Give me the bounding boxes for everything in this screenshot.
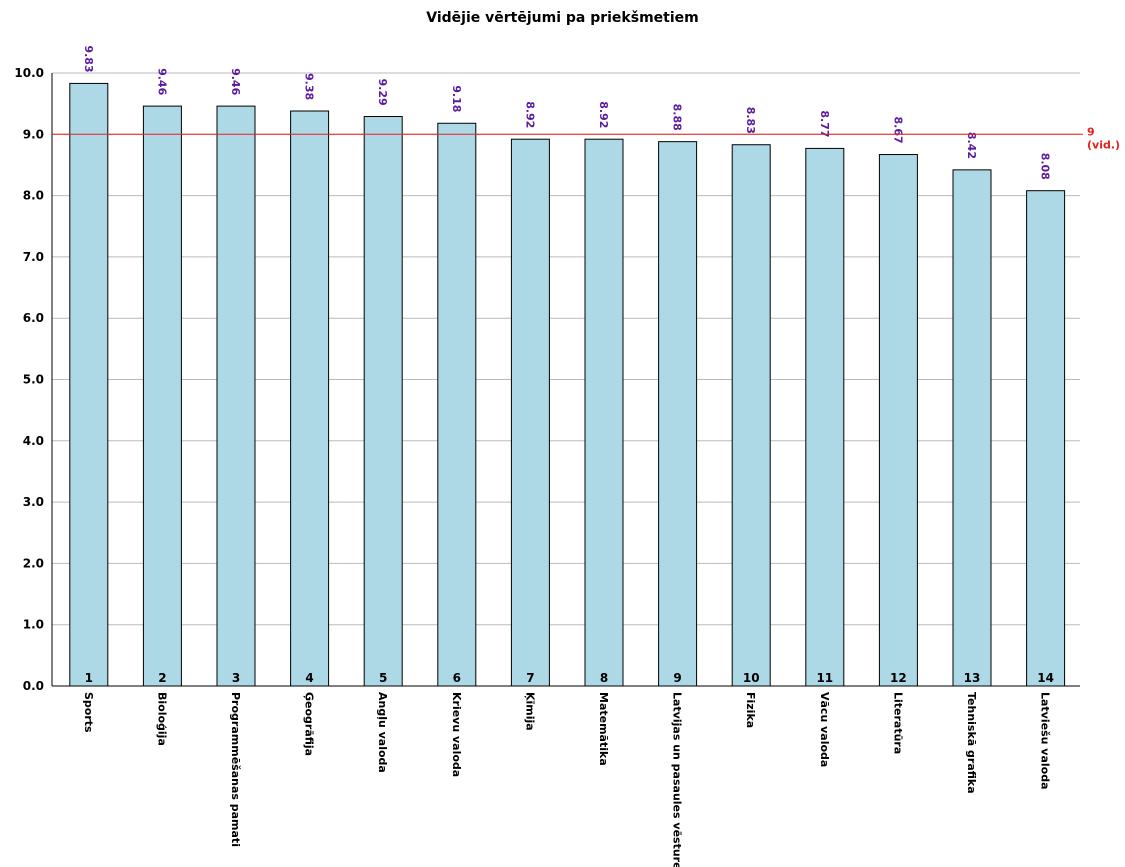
- bar-number: 9: [673, 671, 681, 685]
- bar: [805, 147, 845, 687]
- category-label: Tehniskā grafika: [965, 692, 978, 794]
- category-label: Matemātika: [597, 692, 610, 766]
- value-label: 8.77: [818, 110, 831, 137]
- bar-number: 12: [890, 671, 907, 685]
- category-label: Ģeogrāfija: [303, 692, 316, 756]
- y-tick-label: 4.0: [23, 434, 44, 448]
- y-tick-label: 9.0: [23, 127, 44, 141]
- y-tick-label: 0.0: [23, 679, 44, 693]
- y-tick-label: 1.0: [23, 618, 44, 632]
- y-tick-label: 6.0: [23, 311, 44, 325]
- category-label: Latvijas un pasaules vēsture: [671, 692, 684, 867]
- bar-number: 3: [232, 671, 240, 685]
- bar-number: 2: [158, 671, 166, 685]
- value-label: 9.38: [303, 73, 316, 100]
- bar: [510, 138, 550, 687]
- bar-number: 6: [453, 671, 461, 685]
- value-label: 8.88: [671, 104, 684, 131]
- value-label: 9.46: [229, 68, 242, 95]
- category-label: Programmēšanas pamati: [229, 692, 242, 847]
- y-tick-label: 7.0: [23, 250, 44, 264]
- bar: [437, 122, 477, 687]
- value-label: 9.29: [376, 79, 389, 106]
- y-tick-label: 2.0: [23, 556, 44, 570]
- value-label: 8.08: [1039, 153, 1052, 180]
- bar-number: 1: [85, 671, 93, 685]
- value-label: 8.67: [891, 117, 904, 144]
- value-label: 9.18: [450, 85, 463, 112]
- category-label: Vācu valoda: [818, 692, 831, 767]
- bar-number: 13: [964, 671, 981, 685]
- category-label: Bioloģija: [155, 692, 168, 746]
- category-label: Fizika: [744, 692, 757, 728]
- bar-number: 8: [600, 671, 608, 685]
- category-label: Latviešu valoda: [1039, 692, 1052, 790]
- value-label: 9.46: [155, 68, 168, 95]
- value-label: 8.42: [965, 132, 978, 159]
- value-label: 8.92: [597, 101, 610, 128]
- value-label: 8.92: [523, 101, 536, 128]
- bar-number: 5: [379, 671, 387, 685]
- chart-title: Vidējie vērtējumi pa priekšmetiem: [426, 10, 699, 26]
- value-label: 8.83: [744, 107, 757, 134]
- bar: [952, 169, 992, 687]
- y-tick-label: 10.0: [14, 66, 44, 80]
- bar: [731, 144, 771, 687]
- y-tick-label: 5.0: [23, 373, 44, 387]
- bar: [363, 116, 403, 687]
- bar: [878, 154, 918, 687]
- bar: [584, 138, 624, 687]
- bar: [1026, 190, 1066, 687]
- category-label: Literatūra: [891, 692, 904, 754]
- category-label: Sports: [82, 692, 95, 733]
- bar: [216, 105, 256, 687]
- category-label: Krievu valoda: [450, 692, 463, 777]
- bar-number: 4: [305, 671, 313, 685]
- category-label: Ķīmija: [523, 692, 536, 731]
- bar: [658, 141, 698, 687]
- bar-number: 14: [1037, 671, 1054, 685]
- category-label: Angļu valoda: [376, 692, 389, 773]
- y-tick-label: 3.0: [23, 495, 44, 509]
- average-note-label: (vid.): [1087, 138, 1120, 151]
- bar: [69, 82, 109, 687]
- bar-number: 11: [816, 671, 833, 685]
- bar: [142, 105, 182, 687]
- value-label: 9.83: [82, 45, 95, 72]
- y-tick-label: 8.0: [23, 189, 44, 203]
- bar: [290, 110, 330, 687]
- average-value-label: 9: [1087, 125, 1095, 138]
- bar-number: 10: [743, 671, 760, 685]
- bar-number: 7: [526, 671, 534, 685]
